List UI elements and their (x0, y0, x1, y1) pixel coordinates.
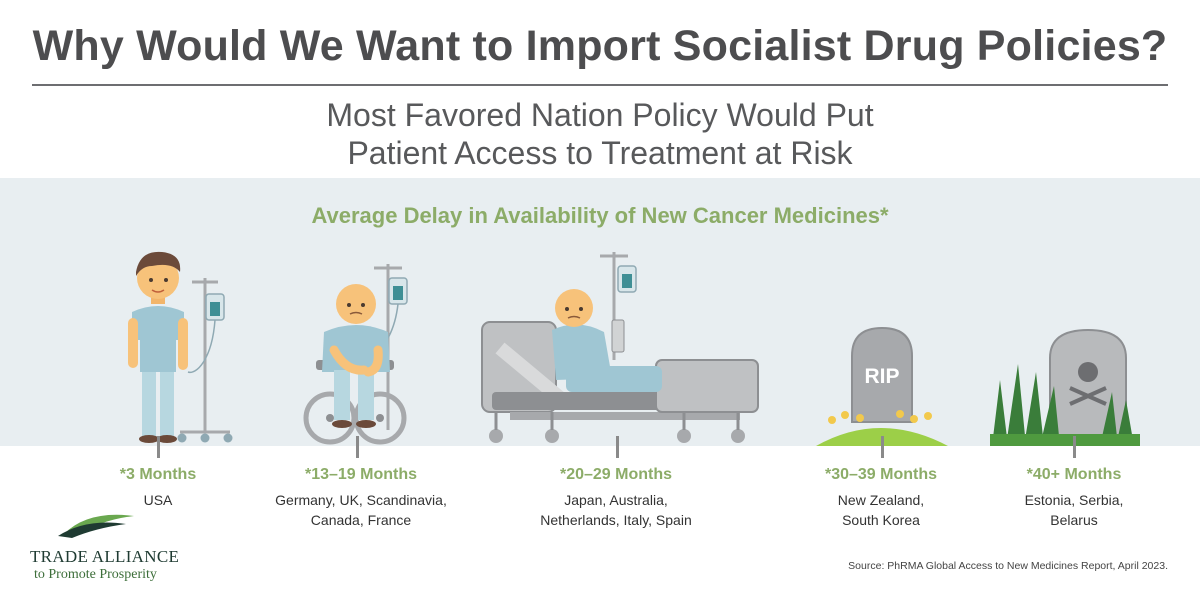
leaf-swoosh-icon (58, 514, 134, 538)
overgrown-tombstone-illustration (990, 328, 1140, 446)
subtitle-line-2: Patient Access to Treatment at Risk (347, 135, 853, 171)
delay-months: *40+ Months (1026, 466, 1122, 483)
delay-months: *13–19 Months (304, 466, 418, 483)
logo-name: TRADE ALLIANCE (30, 547, 180, 566)
subtitle-line-1: Most Favored Nation Policy Would Put (326, 97, 874, 133)
source-note: Source: PhRMA Global Access to New Medic… (848, 560, 1168, 572)
country-line-1: Germany, UK, Scandinavia, (275, 492, 447, 508)
country-line-2: Canada, France (310, 512, 412, 528)
country-line-1: Japan, Australia, (564, 492, 668, 508)
tombstone-text: RIP (864, 365, 899, 388)
band-heading: Average Delay in Availability of New Can… (311, 203, 889, 228)
column-tick (1073, 436, 1076, 458)
delay-column-usa: *3 Months USA (48, 466, 268, 510)
trade-alliance-logo: TRADE ALLIANCE to Promote Prosperity (30, 512, 180, 583)
country-list: New Zealand, South Korea (771, 490, 991, 530)
page-subtitle: Most Favored Nation Policy Would Put Pat… (0, 96, 1200, 172)
delay-column-eastern-europe: *40+ Months Estonia, Serbia, Belarus (964, 466, 1184, 530)
illustration-scene: RIP (128, 251, 1140, 446)
column-tick (616, 436, 619, 458)
country-line-1: Estonia, Serbia, (1024, 492, 1124, 508)
country-list: Japan, Australia, Netherlands, Italy, Sp… (506, 490, 726, 530)
wheelchair-patient-illustration (303, 264, 408, 445)
country-line-1: New Zealand, (837, 492, 925, 508)
delay-column-europe: *13–19 Months Germany, UK, Scandinavia, … (251, 466, 471, 530)
country-list: USA (48, 490, 268, 510)
country-line-2: Belarus (1050, 512, 1098, 528)
country-list: Germany, UK, Scandinavia, Canada, France (251, 490, 471, 530)
standing-patient-illustration (128, 251, 233, 443)
country-line-2: South Korea (842, 512, 920, 528)
country-list: Estonia, Serbia, Belarus (964, 490, 1184, 530)
hospital-bed-illustration (481, 252, 759, 443)
column-tick (356, 436, 359, 458)
logo-tagline: to Promote Prosperity (34, 567, 157, 582)
country-line-1: USA (143, 492, 173, 508)
delay-months: *30–39 Months (824, 466, 938, 483)
delay-column-asia-pacific: *20–29 Months Japan, Australia, Netherla… (506, 466, 726, 530)
delay-months: *20–29 Months (559, 466, 673, 483)
tombstone-rip-illustration: RIP (816, 326, 948, 446)
column-tick (881, 436, 884, 458)
delay-months: *3 Months (119, 466, 197, 483)
country-line-2: Netherlands, Italy, Spain (540, 512, 692, 528)
delay-column-nz-korea: *30–39 Months New Zealand, South Korea (771, 466, 991, 530)
title-divider (32, 84, 1168, 86)
column-tick (157, 436, 160, 458)
page-title: Why Would We Want to Import Socialist Dr… (32, 22, 1168, 70)
